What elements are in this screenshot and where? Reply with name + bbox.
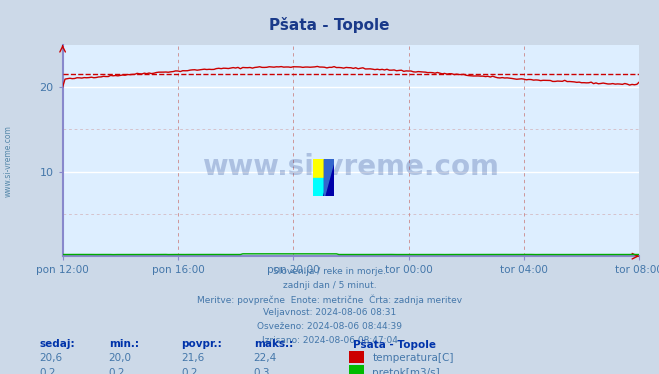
Text: Pšata - Topole: Pšata - Topole: [270, 17, 389, 33]
Polygon shape: [324, 159, 334, 196]
Text: sedaj:: sedaj:: [40, 339, 75, 349]
Text: temperatura[C]: temperatura[C]: [372, 353, 454, 364]
Text: povpr.:: povpr.:: [181, 339, 222, 349]
Text: 21,6: 21,6: [181, 353, 204, 364]
Text: 0,3: 0,3: [254, 368, 270, 374]
Bar: [313, 178, 324, 196]
Text: maks.:: maks.:: [254, 339, 293, 349]
Bar: [313, 159, 324, 178]
Text: Slovenija / reke in morje.: Slovenija / reke in morje.: [273, 267, 386, 276]
Text: 0,2: 0,2: [181, 368, 198, 374]
Text: 0,2: 0,2: [40, 368, 56, 374]
Text: Meritve: povprečne  Enote: metrične  Črta: zadnja meritev: Meritve: povprečne Enote: metrične Črta:…: [197, 294, 462, 305]
Text: www.si-vreme.com: www.si-vreme.com: [202, 153, 500, 181]
Text: 22,4: 22,4: [254, 353, 277, 364]
Text: Osveženo: 2024-08-06 08:44:39: Osveženo: 2024-08-06 08:44:39: [257, 322, 402, 331]
Text: min.:: min.:: [109, 339, 139, 349]
Text: 20,0: 20,0: [109, 353, 132, 364]
Text: Izrisano: 2024-08-06 08:47:04: Izrisano: 2024-08-06 08:47:04: [262, 336, 397, 345]
Text: Pšata - Topole: Pšata - Topole: [353, 339, 436, 350]
Text: Veljavnost: 2024-08-06 08:31: Veljavnost: 2024-08-06 08:31: [263, 308, 396, 317]
Text: zadnji dan / 5 minut.: zadnji dan / 5 minut.: [283, 280, 376, 289]
Text: pretok[m3/s]: pretok[m3/s]: [372, 368, 440, 374]
Text: 20,6: 20,6: [40, 353, 63, 364]
Polygon shape: [324, 159, 334, 196]
Text: www.si-vreme.com: www.si-vreme.com: [4, 125, 13, 197]
Bar: [324, 159, 334, 196]
Text: 0,2: 0,2: [109, 368, 125, 374]
